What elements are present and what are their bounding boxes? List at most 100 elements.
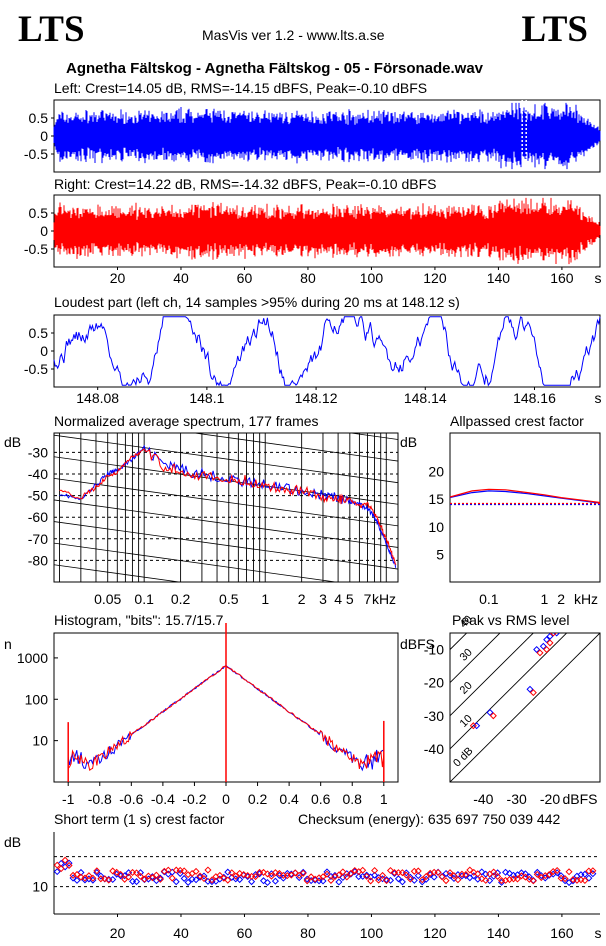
short-crest-point-left-54 (93, 868, 101, 877)
short-crest-point-left-269 (263, 878, 272, 887)
spectrum-xtick-label-5: 2 (298, 591, 306, 607)
allpass-ytick-label-2: 10 (428, 519, 444, 535)
short-crest-point-right-319 (303, 877, 311, 885)
spectrum-xtick-label-3: 0.5 (219, 591, 239, 607)
peak-rms-diag-label-4: 0 dB (451, 745, 475, 769)
right-wave-title: Right: Crest=14.22 dB, RMS=-14.32 dBFS, … (54, 176, 437, 192)
short-crest-point-right-439 (398, 869, 406, 877)
peak-rms-frame (449, 632, 601, 783)
short-crest-point-left-434 (394, 875, 402, 883)
histogram-xtick-label-3: -0.4 (151, 791, 175, 807)
spectrum-slope-4 (54, 306, 398, 354)
loudest_part-xunit: s (595, 390, 602, 406)
file-title: Agnetha Fältskog - Agnetha Fältskog - 05… (66, 60, 484, 77)
short-crest-xunit: s (595, 925, 602, 941)
allpass-ytick-label-1: 15 (428, 491, 444, 507)
short-crest-point-right-374 (347, 869, 355, 877)
peak-rms-ytick-label-0: -10 (424, 642, 444, 658)
short-crest-point-right-679 (589, 867, 597, 875)
short-crest-point-right-649 (565, 868, 573, 876)
short-crest-point-right-404 (371, 866, 379, 875)
right_waveform-xtick-label-7: 160 (550, 270, 574, 286)
short-crest-point-right-349 (327, 876, 335, 884)
loudest-ytick-label-2: -0.5 (24, 361, 48, 377)
short-crest-point-right-444 (402, 871, 410, 879)
short-crest-point-left-284 (275, 871, 283, 879)
short-crest-point-right-489 (438, 873, 446, 881)
short-crest-point-right-584 (513, 875, 522, 883)
peak-rms-point-left-4 (539, 642, 547, 650)
spectrum-slope-14 (54, 521, 398, 570)
peak-rms-point-right-2 (529, 689, 537, 697)
right_waveform-xtick-label-3: 80 (300, 270, 316, 286)
spectrum-xtick-label-9: 7 (364, 591, 372, 607)
histogram-xtick-label-8: 0.6 (311, 791, 331, 807)
short-crest-point-right-144 (164, 866, 172, 874)
peak-rms-xtick-label-0: -40 (473, 791, 493, 807)
short-crest-point-right-179 (192, 867, 200, 875)
spectrum-xunit: kHz (372, 591, 396, 607)
right_waveform-xtick-label-4: 100 (360, 270, 384, 286)
peak-rms-ylabel: dBFS (400, 636, 436, 652)
short-crest-point-right-59 (97, 875, 105, 883)
loudest_part-xtick-label-1: 148.1 (189, 390, 224, 406)
short-crest-point-right-409 (375, 876, 383, 884)
allpass-ytick-label-0: 20 (428, 464, 444, 480)
short-crest-point-left-544 (482, 870, 490, 878)
short-crest-point-right-104 (132, 869, 141, 877)
peak-rms-point-right-12 (571, 617, 577, 623)
spectrum-ytick-label-3: -60 (28, 509, 48, 525)
short-crest-point-right-184 (196, 872, 204, 880)
spectrum-xtick-label-2: 0.2 (171, 591, 191, 607)
short-crest-point-left-424 (386, 876, 395, 884)
checksum-text: Checksum (energy): 635 697 750 039 442 (298, 811, 561, 827)
spectrum-slope-12 (54, 477, 398, 527)
peak-rms-point-left-2 (526, 685, 534, 693)
short-crest-point-left-84 (117, 872, 125, 880)
short-crest-point-left-164 (180, 874, 188, 882)
right_waveform-ytick-label-2: -0.5 (24, 241, 48, 257)
short-crest-point-right-254 (252, 873, 260, 881)
peak-rms-point-right-6 (549, 633, 557, 637)
spectrum-ylabel: dB (4, 434, 22, 450)
spectrum-slope-13 (54, 499, 398, 548)
short-crest-ytick-label-0: 10 (32, 879, 48, 895)
peak-rms-diag-2 (450, 633, 534, 717)
short-crest-point-left-464 (418, 878, 426, 886)
short-crest-point-left-549 (486, 877, 494, 885)
short-crest-point-right-124 (148, 874, 156, 882)
short-crest-xtick-label-1: 40 (173, 925, 189, 941)
short-crest-point-left-199 (208, 878, 216, 886)
loudest_part-xtick-label-2: 148.12 (295, 390, 338, 406)
short-crest-point-left-99 (129, 877, 137, 885)
short-crest-point-right-369 (343, 873, 351, 881)
peak-rms-point-right-5 (546, 639, 554, 647)
short-crest-point-right-154 (172, 866, 180, 874)
short-crest-point-right-414 (379, 871, 387, 879)
spectrum-slope-15 (54, 542, 339, 582)
short-crest-point-right-419 (382, 877, 391, 885)
short-crest-point-right-164 (180, 867, 188, 875)
short-crest-point-right-519 (462, 870, 470, 878)
left_waveform-ytick-label-1: 0 (40, 128, 48, 144)
short-crest-point-right-49 (89, 874, 97, 882)
histogram-ytick-label-2: 10 (32, 733, 48, 749)
short-crest-point-right-434 (394, 869, 402, 877)
short-crest-point-left-134 (156, 874, 164, 882)
short-crest-point-right-554 (490, 868, 498, 876)
right_waveform-xtick-label-2: 60 (237, 270, 253, 286)
short-crest-point-right-494 (442, 877, 450, 885)
short-crest-xtick-label-6: 140 (487, 925, 511, 941)
histogram-xtick-label-0: -1 (62, 791, 75, 807)
spectrum-plot-area (54, 306, 398, 582)
peak-rms-xtick-label-1: -30 (507, 791, 527, 807)
short-crest-point-right-504 (450, 872, 458, 880)
short-crest-point-right-514 (458, 870, 466, 878)
histogram-xtick-label-2: -0.6 (119, 791, 143, 807)
left_waveform-ytick-label-2: -0.5 (24, 146, 48, 162)
short-crest-point-left-154 (172, 878, 180, 886)
short-crest-point-right-54 (93, 867, 101, 875)
short-crest-point-right-499 (446, 869, 454, 877)
allpass-xunit: kHz (574, 591, 598, 607)
spectrum-series-left (59, 444, 397, 569)
